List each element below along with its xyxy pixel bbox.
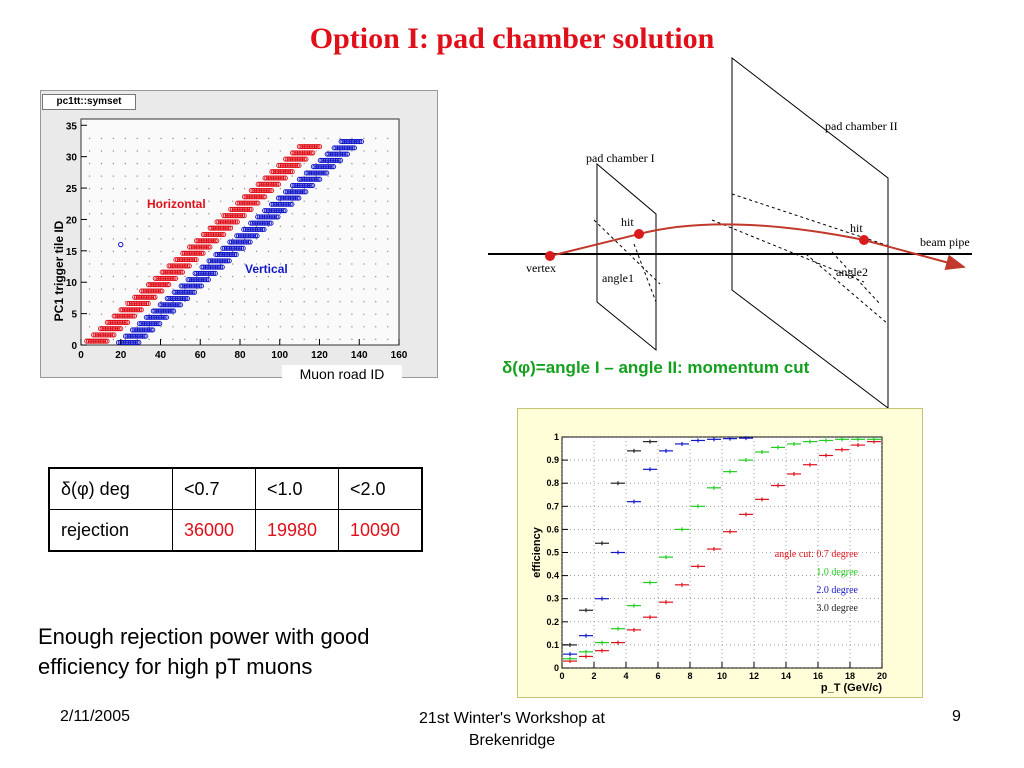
page-number: 9	[952, 708, 961, 725]
table-cell: 36000	[172, 509, 256, 552]
y-tick-label: 0.3	[546, 594, 559, 604]
scatter-x-tick-label: 40	[155, 350, 167, 361]
efficiency-chart: 0 2 4 6 8 10 12 14 16 18 20 0 0.1 0.2 0.3 0.4 0.5 0.6 0.7 0…	[531, 432, 887, 694]
scatter-x-tick-label: 120	[311, 350, 328, 361]
pad-chamber-1-label: pad chamber I	[586, 151, 655, 165]
rejection-table: δ(φ) deg <0.7 <1.0 <2.0 rejection 36000 …	[48, 467, 423, 552]
angle-1-label: angle1	[602, 271, 634, 285]
table-row-label: rejection	[48, 509, 173, 552]
hit-point-1	[634, 229, 644, 239]
horizontal-series-label: Horizontal	[147, 197, 206, 211]
table-header-row: δ(φ) deg <0.7 <1.0 <2.0	[48, 467, 423, 510]
scatter-x-tick-label: 100	[271, 350, 288, 361]
scatter-x-tick-label: 20	[115, 350, 127, 361]
hit-point-2	[859, 235, 869, 245]
y-tick-label: 0.8	[546, 478, 559, 488]
scatter-y-tick-label: 25	[66, 184, 78, 195]
scatter-plot-panel: 0 20 40 60 80 100 120 140 160 0 5 10 15 20 25 30 35 PC1 …	[40, 90, 438, 378]
x-tick-label: 14	[781, 671, 791, 681]
scatter-x-tick-label: 140	[351, 350, 368, 361]
x-tick-label: 20	[877, 671, 887, 681]
hit-2-label: hit	[850, 221, 863, 235]
pad-chamber-diagram: pad chamber I pad chamber II hit hit ver…	[488, 56, 972, 410]
table-header-cell: δ(φ) deg	[48, 467, 173, 510]
slide-title: Option I: pad chamber solution	[309, 22, 715, 55]
y-tick-label: 0.1	[546, 640, 559, 650]
x-tick-label: 4	[623, 671, 628, 681]
y-tick-label: 1	[554, 432, 559, 442]
scatter-x-tick-label: 0	[78, 350, 84, 361]
scatter-y-tick-label: 5	[71, 310, 77, 321]
angle-2-label: angle2	[836, 265, 868, 279]
conclusion-text: Enough rejection power with good efficie…	[38, 624, 370, 679]
table-header-cell: <2.0	[338, 467, 423, 510]
footer-event-line-2: Brekenridge	[468, 732, 556, 749]
beam-pipe-label: beam pipe	[920, 235, 970, 249]
scatter-y-tick-label: 20	[66, 215, 78, 226]
footer-event: 21st Winter's Workshop at Brekenridge	[340, 708, 684, 752]
x-tick-label: 16	[813, 671, 823, 681]
scatter-y-tick-label: 35	[66, 121, 78, 132]
y-tick-label: 0.2	[546, 617, 559, 627]
x-tick-label: 18	[845, 671, 855, 681]
scatter-x-tick-label: 160	[391, 350, 408, 361]
scatter-xlabel: Muon road ID	[282, 365, 402, 383]
y-tick-label: 0.5	[546, 548, 559, 558]
x-tick-label: 6	[655, 671, 660, 681]
legend-entry: 2.0 degree	[816, 585, 858, 596]
y-tick-label: 0	[554, 663, 559, 673]
vertical-series-label: Vertical	[245, 262, 288, 276]
efficiency-ylabel: efficiency	[531, 526, 543, 578]
y-tick-label: 0.7	[546, 501, 559, 511]
y-tick-label: 0.4	[546, 571, 559, 581]
efficiency-xlabel: p_T (GeV/c)	[821, 682, 882, 694]
table-row: rejection 36000 19980 10090	[48, 509, 423, 552]
legend-entry: angle cut: 0.7 degree	[775, 549, 859, 560]
table-cell: 10090	[338, 509, 423, 552]
pad-chamber-2-plane	[731, 56, 889, 410]
vertex-point	[545, 251, 555, 261]
footer-event-line-1: 21st Winter's Workshop at	[419, 710, 605, 727]
muon-track	[549, 223, 966, 271]
y-tick-label: 0.6	[546, 524, 559, 534]
efficiency-plot-panel: 0 2 4 6 8 10 12 14 16 18 20 0 0.1 0.2 0.3 0.4 0.5 0.6 0.7 0…	[517, 408, 923, 698]
scatter-y-tick-label: 15	[66, 247, 78, 258]
momentum-cut-caption: δ(φ)=angle I – angle II: momentum cut	[502, 358, 810, 377]
scatter-y-tick-label: 10	[66, 278, 78, 289]
x-tick-label: 2	[591, 671, 596, 681]
scatter-plot-tab: pc1tt::symset	[42, 94, 136, 110]
scatter-plot: 0 20 40 60 80 100 120 140 160 0 5 10 15 20 25 30 35 PC1 …	[52, 118, 408, 361]
legend-entry: 3.0 degree	[816, 603, 858, 614]
x-tick-label: 12	[749, 671, 759, 681]
x-tick-label: 0	[559, 671, 564, 681]
hit-1-label: hit	[621, 215, 634, 229]
scatter-y-tick-label: 0	[71, 341, 77, 352]
x-tick-label: 8	[687, 671, 692, 681]
pad-chamber-2-label: pad chamber II	[825, 119, 898, 133]
x-tick-label: 10	[717, 671, 727, 681]
legend-entry: 1.0 degree	[816, 567, 858, 578]
scatter-ylabel: PC1 trigger tile ID	[52, 220, 66, 321]
table-cell: 19980	[255, 509, 339, 552]
scatter-x-tick-label: 80	[234, 350, 246, 361]
scatter-y-tick-label: 30	[66, 153, 78, 164]
pad-chamber-1-plane	[596, 162, 657, 352]
vertex-label: vertex	[526, 261, 556, 275]
table-header-cell: <1.0	[255, 467, 339, 510]
y-tick-label: 0.9	[546, 455, 559, 465]
footer-date: 2/11/2005	[60, 708, 130, 725]
table-header-cell: <0.7	[172, 467, 256, 510]
scatter-x-tick-label: 60	[195, 350, 207, 361]
